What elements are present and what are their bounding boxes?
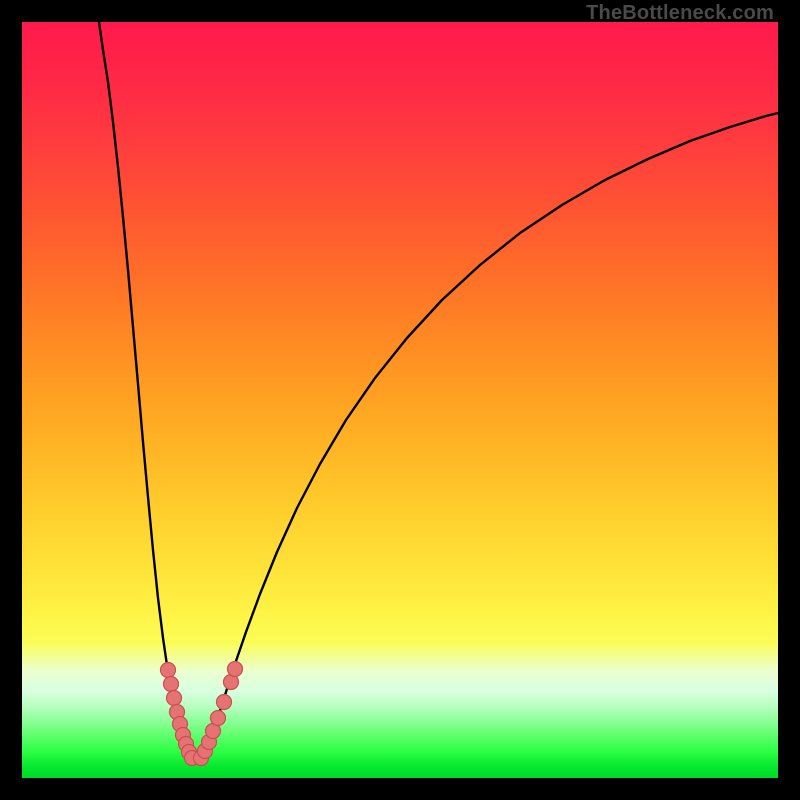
marker-group bbox=[161, 662, 243, 766]
curve-right-branch bbox=[196, 113, 778, 762]
curve-left-branch bbox=[99, 22, 196, 762]
marker-dot bbox=[228, 662, 243, 677]
watermark-text: TheBottleneck.com bbox=[586, 2, 774, 25]
plot-area bbox=[22, 22, 778, 778]
marker-dot bbox=[161, 663, 176, 678]
chart-frame: TheBottleneck.com bbox=[0, 0, 800, 800]
marker-dot bbox=[164, 677, 179, 692]
curve-layer bbox=[22, 22, 778, 778]
marker-dot bbox=[217, 695, 232, 710]
marker-dot bbox=[167, 691, 182, 706]
marker-dot bbox=[211, 711, 226, 726]
